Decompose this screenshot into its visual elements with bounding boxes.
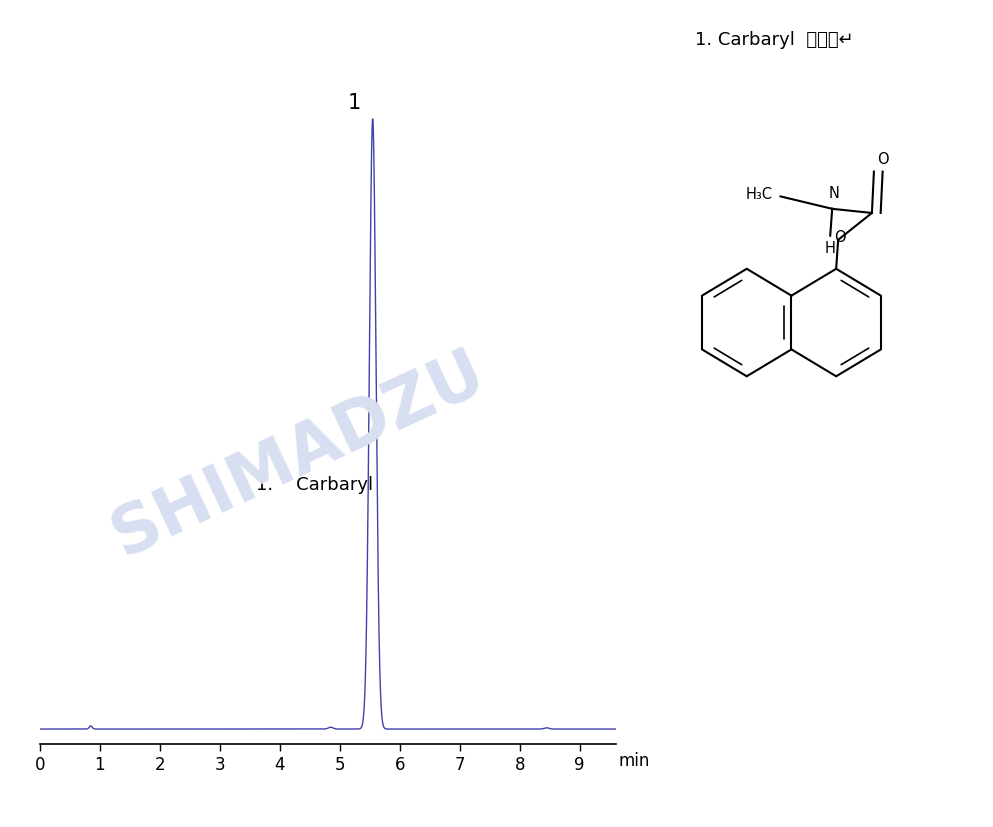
Text: 1. Carbaryl  甲萍威↵: 1. Carbaryl 甲萍威↵ (695, 31, 854, 50)
Text: O: O (834, 230, 846, 246)
Text: O: O (877, 151, 889, 167)
Text: 1: 1 (349, 93, 361, 112)
Text: SHIMADZU: SHIMADZU (100, 340, 496, 570)
Text: N: N (829, 185, 840, 201)
Text: min: min (619, 753, 650, 770)
Text: H: H (825, 241, 836, 256)
Text: H₃C: H₃C (745, 187, 773, 202)
Text: 1.    Carbaryl: 1. Carbaryl (256, 476, 372, 494)
